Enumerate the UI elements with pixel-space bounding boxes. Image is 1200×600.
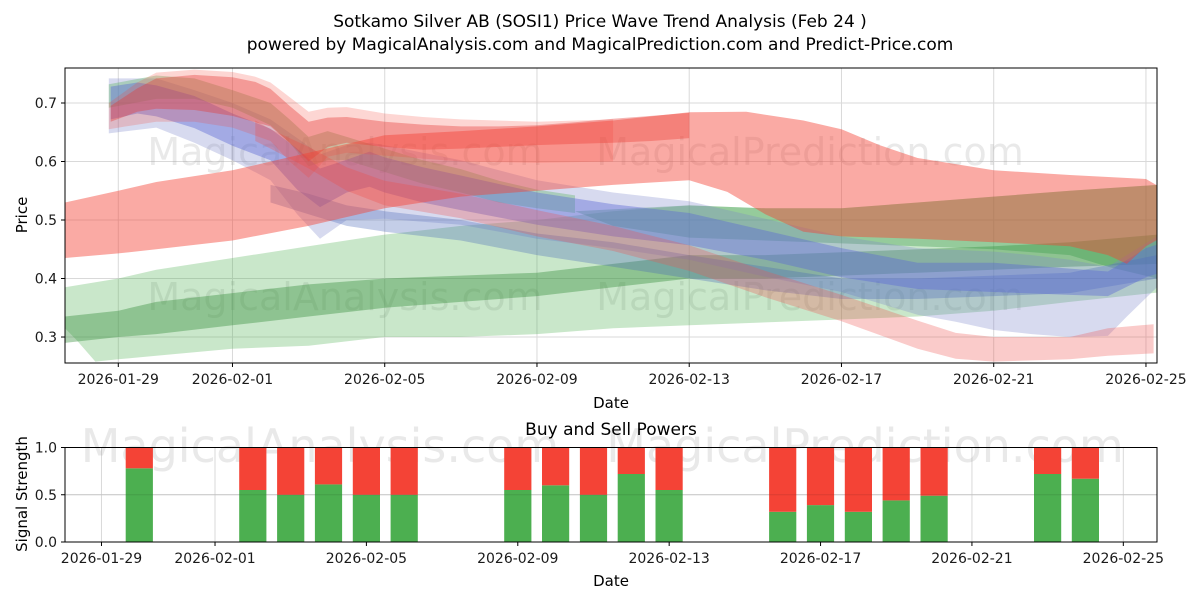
buy-sell-powers-chart: MagicalAnalysis.com MagicalPrediction.com…	[35, 419, 1164, 567]
tick-label: 0.0	[35, 535, 57, 551]
sell-bar-2026-02-11	[579, 447, 608, 495]
wave-band-green-upper	[575, 184, 1157, 279]
tick-label: 0.5	[35, 488, 57, 504]
sell-bar-2026-02-09	[504, 447, 532, 490]
price-xaxis-label: Date	[593, 394, 629, 412]
tick-label: 2026-02-05	[326, 551, 407, 567]
sell-bar-2026-01-30	[125, 447, 153, 469]
buy-bar-2026-02-20	[920, 495, 948, 542]
tick-label: 2026-02-25	[1083, 551, 1164, 567]
sell-bar-2026-02-18	[844, 447, 872, 512]
tick-label: 0.7	[35, 96, 57, 112]
tick-label: 2026-02-09	[477, 551, 558, 567]
buy-bar-2026-02-17	[806, 505, 835, 542]
watermark-text: MagicalPrediction.com	[596, 275, 1024, 319]
tick-label: 2026-01-29	[61, 551, 142, 567]
wave-bands	[65, 69, 1157, 362]
watermark-text: MagicalAnalysis.com	[147, 130, 542, 174]
sell-bar-2026-02-20	[920, 447, 948, 496]
buy-bar-2026-02-02	[239, 490, 267, 542]
wave-band-red-upper-halo	[108, 69, 614, 178]
sell-bar-2026-02-17	[806, 447, 835, 506]
buy-bar-2026-02-11	[579, 494, 608, 543]
power-xaxis-label: Date	[593, 572, 629, 590]
buy-bar-2026-02-06	[390, 494, 418, 543]
tick-label: 2026-02-13	[628, 551, 709, 567]
buy-bar-2026-01-30	[125, 468, 153, 542]
wave-band-blue-main	[110, 82, 1157, 297]
wave-band-green-wide	[65, 184, 1157, 362]
tick-label: 2026-01-29	[78, 372, 159, 388]
power-bars	[125, 447, 1099, 543]
page-title: Sotkamo Silver AB (SOSI1) Price Wave Tre…	[333, 12, 867, 32]
buy-bar-2026-02-12	[617, 474, 645, 542]
price-plot-border	[64, 67, 1158, 364]
wave-band-green-cluster	[108, 75, 576, 213]
wave-band-green-mid	[65, 234, 1157, 343]
tick-label: 2026-02-21	[953, 372, 1034, 388]
sell-bar-2026-02-24	[1071, 447, 1099, 479]
tick-label: 2026-02-01	[192, 372, 273, 388]
tick-label: 2026-02-25	[1105, 372, 1186, 388]
buy-bar-2026-02-04	[314, 484, 343, 542]
buy-bar-2026-02-24	[1071, 478, 1099, 542]
price-axis-label: Price	[13, 196, 31, 234]
tick-label: 2026-02-17	[801, 372, 882, 388]
tick-label: 2026-02-09	[496, 372, 577, 388]
tick-label: 2026-02-17	[780, 551, 861, 567]
wave-band-red-descending	[255, 120, 1154, 362]
sell-bar-2026-02-16	[769, 447, 797, 512]
sell-bar-2026-02-13	[655, 447, 683, 490]
watermark-text: MagicalAnalysis.com	[147, 275, 542, 319]
tick-label: 2026-02-13	[649, 372, 730, 388]
wave-band-blue-slim	[270, 184, 1157, 299]
sell-bar-2026-02-03	[277, 447, 305, 495]
sell-bar-2026-02-06	[390, 447, 418, 495]
sell-bar-2026-02-10	[542, 447, 570, 486]
signal-strength-axis-label: Signal Strength	[13, 436, 31, 552]
wave-band-big-red	[65, 111, 1157, 264]
buy-bar-2026-02-05	[352, 494, 380, 543]
sell-bar-2026-02-23	[1034, 447, 1062, 474]
buy-bar-2026-02-10	[542, 485, 570, 542]
sell-bar-2026-02-04	[314, 447, 343, 485]
tick-label: 2026-02-21	[931, 551, 1012, 567]
tick-label: 2026-02-01	[174, 551, 255, 567]
buy-bar-2026-02-03	[277, 494, 305, 543]
tick-label: 0.3	[35, 330, 57, 346]
buy-bar-2026-02-23	[1034, 474, 1062, 542]
tick-label: 0.4	[35, 272, 57, 288]
buy-bar-2026-02-18	[844, 511, 872, 542]
buy-bar-2026-02-13	[655, 490, 683, 542]
tick-label: 0.5	[35, 213, 57, 229]
wave-band-red-upper-core	[110, 74, 690, 162]
sell-bar-2026-02-19	[882, 447, 910, 501]
tick-label: 1.0	[35, 441, 57, 457]
page-subtitle: powered by MagicalAnalysis.com and Magic…	[246, 35, 954, 55]
tick-label: 2026-02-05	[344, 372, 425, 388]
power-chart-title: Buy and Sell Powers	[525, 420, 697, 440]
buy-bar-2026-02-19	[882, 500, 910, 542]
watermark-text: MagicalPrediction.com	[596, 130, 1024, 174]
buy-bar-2026-02-16	[769, 511, 797, 542]
wave-band-blue-halo	[108, 78, 1157, 338]
sell-bar-2026-02-05	[352, 447, 380, 495]
sell-bar-2026-02-12	[617, 447, 645, 474]
price-wave-chart: MagicalAnalysis.com MagicalPrediction.com…	[35, 67, 1187, 388]
buy-bar-2026-02-09	[504, 490, 532, 542]
sell-bar-2026-02-02	[239, 447, 267, 490]
tick-label: 0.6	[35, 154, 57, 170]
